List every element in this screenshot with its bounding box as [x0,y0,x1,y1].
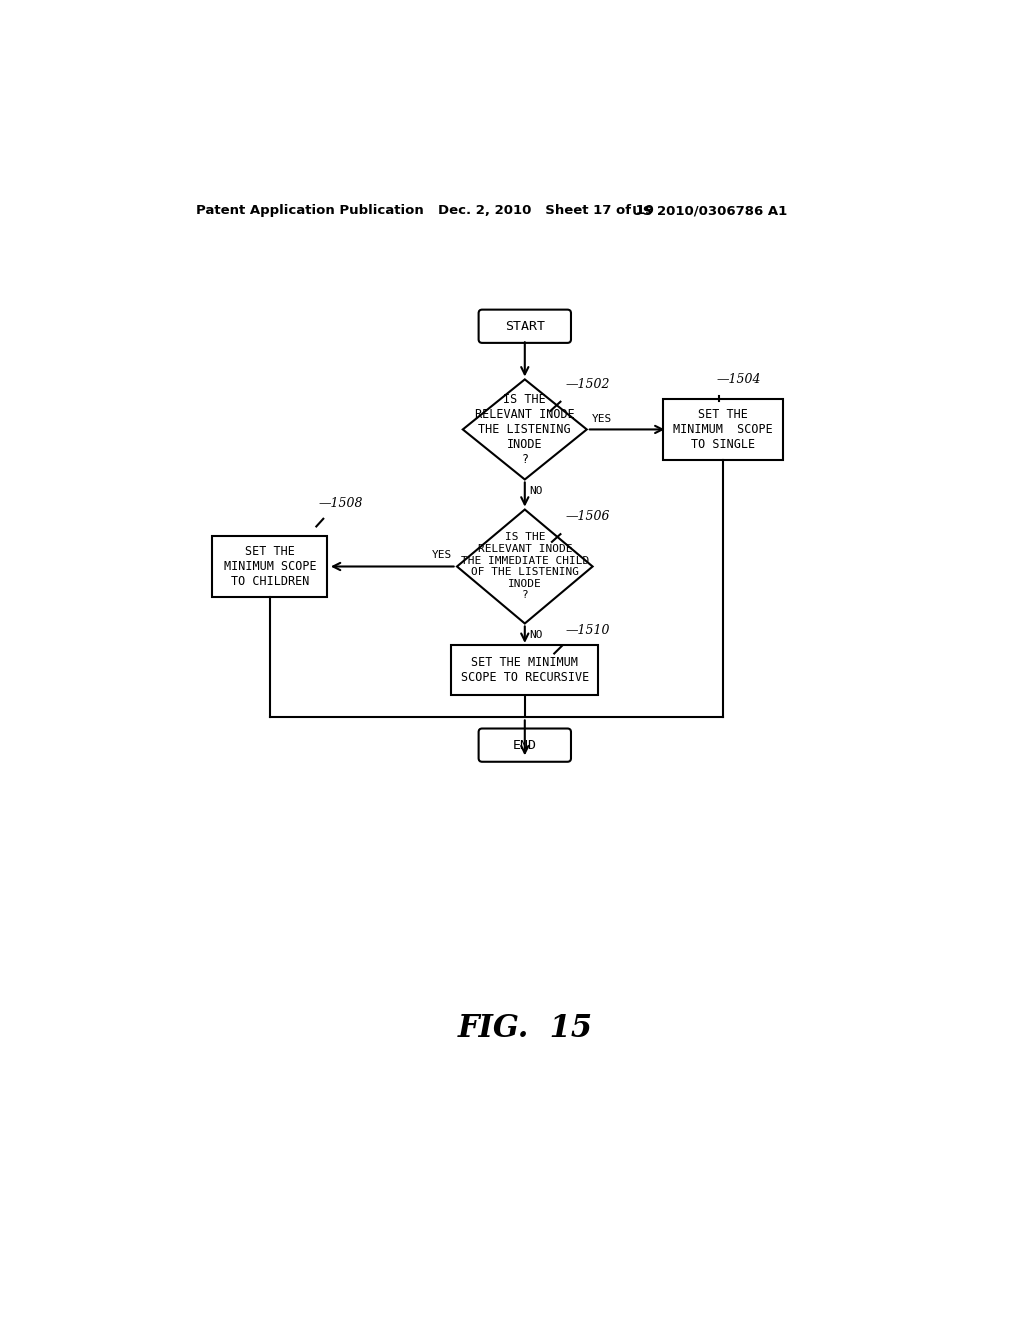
Polygon shape [463,379,587,479]
Text: IS THE
RELEVANT INODE
THE IMMEDIATE CHILD
OF THE LISTENING
INODE
?: IS THE RELEVANT INODE THE IMMEDIATE CHIL… [461,532,589,601]
Text: NO: NO [529,630,543,640]
Bar [212,536,328,597]
Text: —1508: —1508 [318,496,364,510]
Text: IS THE
RELEVANT INODE
THE LISTENING
INODE
?: IS THE RELEVANT INODE THE LISTENING INOD… [475,393,574,466]
Text: YES: YES [592,414,611,424]
Text: FIG.  15: FIG. 15 [458,1012,592,1044]
Text: SET THE
MINIMUM SCOPE
TO CHILDREN: SET THE MINIMUM SCOPE TO CHILDREN [223,545,316,587]
Text: Patent Application Publication: Patent Application Publication [197,205,424,218]
Text: SET THE
MINIMUM  SCOPE
TO SINGLE: SET THE MINIMUM SCOPE TO SINGLE [674,408,773,451]
Text: YES: YES [432,550,452,560]
Text: —1510: —1510 [566,624,610,638]
Text: US 2010/0306786 A1: US 2010/0306786 A1 [632,205,787,218]
Text: START: START [505,319,545,333]
Text: NO: NO [529,486,543,495]
Text: —1504: —1504 [717,372,762,385]
Bar [664,399,783,461]
FancyBboxPatch shape [478,729,571,762]
Text: SET THE MINIMUM
SCOPE TO RECURSIVE: SET THE MINIMUM SCOPE TO RECURSIVE [461,656,589,685]
Text: —1502: —1502 [566,378,610,391]
Polygon shape [457,510,593,623]
Text: END: END [513,739,537,751]
Bar [452,645,598,696]
FancyBboxPatch shape [478,310,571,343]
Text: Dec. 2, 2010   Sheet 17 of 19: Dec. 2, 2010 Sheet 17 of 19 [438,205,654,218]
Text: —1506: —1506 [566,511,610,524]
